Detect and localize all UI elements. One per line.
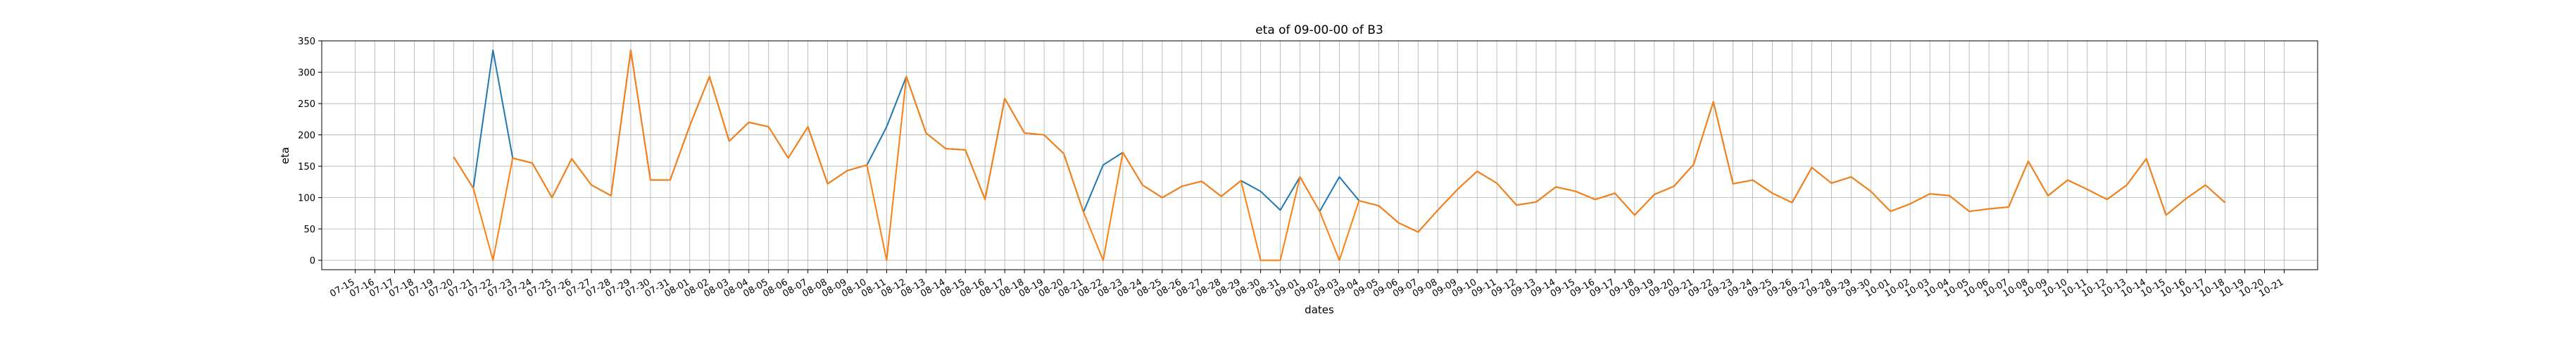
y-tick-label: 100 [298, 194, 315, 204]
y-axis: 0 50 100 150 200 250 300 350 [298, 37, 322, 267]
x-axis-title: dates [1305, 303, 1334, 316]
y-tick-label: 300 [298, 68, 315, 79]
series-2 [453, 49, 2226, 261]
y-axis-title: eta [279, 147, 291, 164]
y-tick-label: 150 [298, 162, 315, 173]
chart-title: eta of 09-00-00 of B3 [1255, 23, 1383, 37]
y-tick-label: 200 [298, 131, 315, 142]
series-lines [453, 49, 2226, 261]
series-2-line [453, 49, 2226, 261]
y-tick-label: 350 [298, 37, 315, 47]
y-tick-label: 250 [298, 99, 315, 110]
y-tick-label: 0 [310, 256, 315, 267]
x-axis: 07-1507-1607-1707-1807-1907-2007-2107-22… [328, 270, 2285, 299]
y-tick-label: 50 [303, 225, 315, 235]
